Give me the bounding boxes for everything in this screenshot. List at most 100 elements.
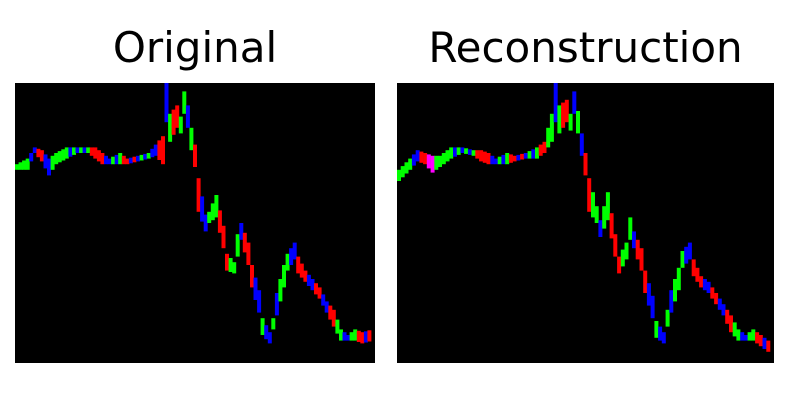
original-trace-segment xyxy=(171,109,176,135)
original-trace-segment xyxy=(36,148,41,158)
reconstruction-trace xyxy=(397,83,771,352)
original-trace-segment xyxy=(150,148,155,158)
reconstruction-trace-segment xyxy=(661,332,666,344)
original-trace-segment xyxy=(139,154,144,161)
reconstruction-trace-segment xyxy=(714,293,719,305)
reconstruction-trace-segment xyxy=(702,279,707,291)
original-trace-segment xyxy=(331,309,336,327)
original-trace-segment xyxy=(79,147,84,153)
reconstruction-trace-segment xyxy=(706,281,711,293)
original-trace-segment xyxy=(114,154,119,165)
original-trace-segment xyxy=(153,144,158,156)
original-title: Original xyxy=(112,23,278,72)
original-trace-segment xyxy=(189,127,194,151)
original-trace-segment xyxy=(250,265,254,288)
original-trace-segment xyxy=(15,164,19,170)
reconstruction-title: Reconstruction xyxy=(428,23,743,72)
original-trace-segment xyxy=(29,153,34,162)
reconstruction-trace-segment xyxy=(501,154,506,165)
original-trace-segment xyxy=(363,331,368,343)
reconstruction-trace-segment xyxy=(557,105,562,134)
original-trace-segment xyxy=(178,116,183,134)
reconstruction-trace-segment xyxy=(684,246,689,264)
reconstruction-trace-segment xyxy=(441,153,446,165)
reconstruction-trace-segment xyxy=(505,153,510,165)
reconstruction-trace-segment xyxy=(482,151,487,163)
original-trace-segment xyxy=(207,211,212,223)
reconstruction-trace-segment xyxy=(628,217,633,240)
reconstruction-trace-segment xyxy=(602,206,607,229)
reconstruction-trace-segment xyxy=(576,111,580,134)
reconstruction-trace-segment xyxy=(467,149,472,155)
reconstruction-trace-segment xyxy=(538,144,543,156)
reconstruction-trace-segment xyxy=(494,158,498,165)
original-trace-segment xyxy=(196,178,201,212)
reconstruction-trace-segment xyxy=(535,147,539,159)
original-trace-segment xyxy=(72,147,76,155)
reconstruction-trace-segment xyxy=(691,259,696,277)
reconstruction-trace-segment xyxy=(620,249,625,267)
original-trace-segment xyxy=(182,91,187,114)
reconstruction-trace-segment xyxy=(426,154,431,169)
reconstruction-trace-segment xyxy=(561,102,566,128)
original-trace-segment xyxy=(121,155,126,165)
original-trace-segment xyxy=(143,153,148,160)
reconstruction-trace-segment xyxy=(594,206,599,223)
reconstruction-trace-segment xyxy=(758,335,763,347)
original-trace-segment xyxy=(253,277,258,300)
reconstruction-trace-segment xyxy=(490,155,495,165)
reconstruction-trace-segment xyxy=(766,340,771,352)
original-trace-segment xyxy=(185,105,190,128)
reconstruction-trace-segment xyxy=(725,309,730,324)
reconstruction-trace-segment xyxy=(729,315,733,333)
reconstruction-trace-segment xyxy=(632,231,636,249)
reconstruction-trace-segment xyxy=(743,335,748,341)
reconstruction-trace-segment xyxy=(669,290,674,313)
original-trace-segment xyxy=(61,149,66,161)
original-trace-segment xyxy=(22,160,27,170)
reconstruction-trace-segment xyxy=(497,156,502,165)
reconstruction-trace-segment xyxy=(583,153,588,176)
original-trace-segment xyxy=(75,147,80,153)
original-trace-segment xyxy=(367,330,372,342)
reconstruction-trace-segment xyxy=(553,83,558,123)
reconstruction-trace-segment xyxy=(549,113,554,142)
reconstruction-trace-segment xyxy=(635,239,640,260)
reconstruction-trace-segment xyxy=(624,242,629,260)
reconstruction-trace-segment xyxy=(572,91,577,114)
original-trace-segment xyxy=(93,147,98,159)
reconstruction-trace-segment xyxy=(650,295,655,319)
reconstruction-trace-segment xyxy=(508,154,513,163)
reconstruction-trace-segment xyxy=(419,151,424,163)
original-trace-segment xyxy=(225,253,229,271)
original-trace-segment xyxy=(278,279,283,302)
reconstruction-trace-segment xyxy=(639,248,644,271)
reconstruction-trace-segment xyxy=(591,192,595,218)
reconstruction-trace-segment xyxy=(520,153,525,160)
reconstruction-trace-segment xyxy=(564,99,569,123)
reconstruction-trace-segment xyxy=(516,154,521,161)
original-trace-segment xyxy=(32,147,37,153)
original-trace-segment xyxy=(260,318,265,335)
reconstruction-trace-segment xyxy=(762,337,767,349)
original-trace-segment xyxy=(235,234,240,257)
reconstruction-trace-segment xyxy=(665,309,670,327)
reconstruction-trace-segment xyxy=(646,283,651,306)
original-trace-segment xyxy=(306,274,311,286)
original-image xyxy=(15,83,375,363)
original-trace-segment xyxy=(104,155,108,165)
original-trace-segment xyxy=(118,153,123,165)
reconstruction-trace-segment xyxy=(479,150,484,162)
reconstruction-trace-segment xyxy=(609,213,614,239)
reconstruction-image xyxy=(397,83,774,363)
reconstruction-trace-segment xyxy=(404,162,409,174)
original-trace-segment xyxy=(157,140,162,160)
original-trace-segment xyxy=(164,83,169,123)
reconstruction-trace-segment xyxy=(527,151,532,159)
reconstruction-trace-segment xyxy=(430,155,435,173)
reconstruction-trace-segment xyxy=(605,192,610,221)
original-trace-segment xyxy=(82,147,87,153)
original-trace-segment xyxy=(314,283,318,295)
original-trace-segment xyxy=(86,147,91,153)
original-trace-segment xyxy=(239,223,244,240)
